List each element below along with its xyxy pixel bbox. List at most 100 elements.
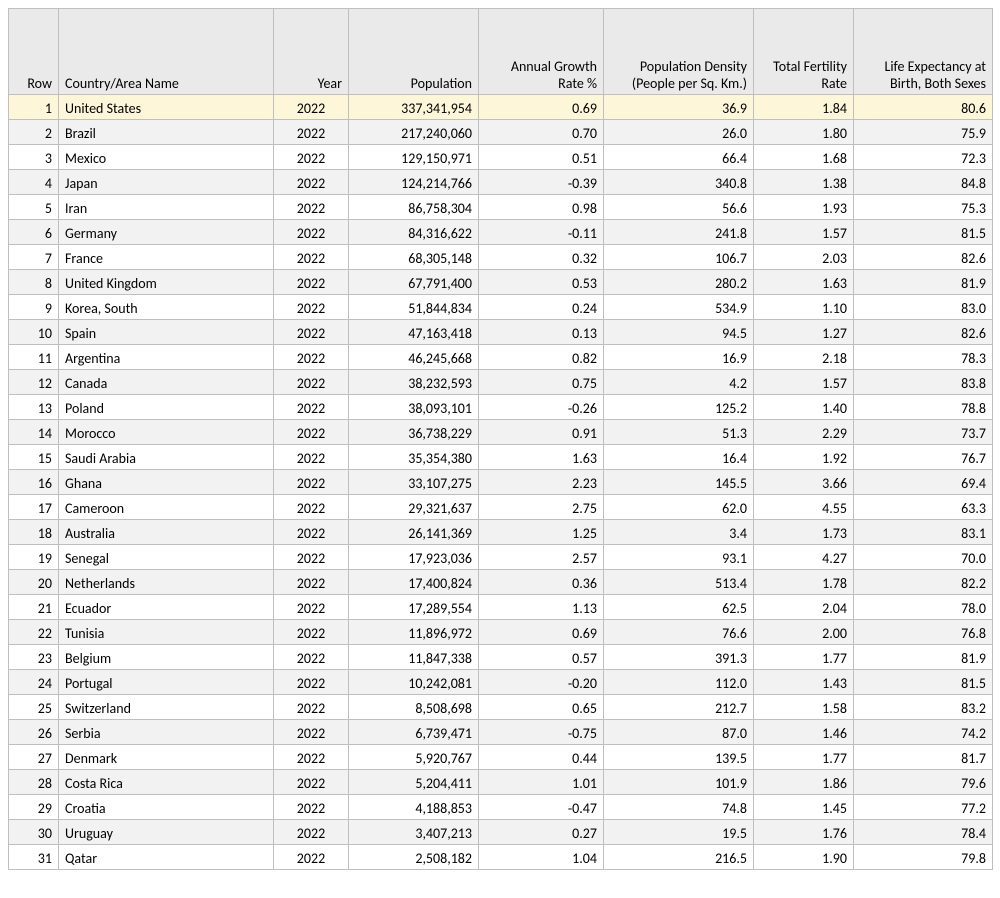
cell-growth: 1.25	[479, 520, 604, 545]
cell-fertility: 1.73	[754, 520, 854, 545]
cell-fertility: 1.77	[754, 745, 854, 770]
table-row: 4Japan2022124,214,766-0.39340.81.3884.8	[9, 170, 993, 195]
cell-density: 112.0	[604, 670, 754, 695]
cell-population: 17,400,824	[349, 570, 479, 595]
cell-growth: 0.27	[479, 820, 604, 845]
cell-year: 2022	[274, 120, 349, 145]
cell-country: Serbia	[59, 720, 274, 745]
cell-density: 145.5	[604, 470, 754, 495]
cell-fertility: 2.03	[754, 245, 854, 270]
cell-fertility: 1.40	[754, 395, 854, 420]
cell-row: 9	[9, 295, 59, 320]
cell-population: 10,242,081	[349, 670, 479, 695]
cell-population: 124,214,766	[349, 170, 479, 195]
cell-year: 2022	[274, 420, 349, 445]
header-density: Population Density (People per Sq. Km.)	[604, 9, 754, 95]
cell-density: 3.4	[604, 520, 754, 545]
cell-density: 51.3	[604, 420, 754, 445]
cell-population: 17,923,036	[349, 545, 479, 570]
cell-population: 5,204,411	[349, 770, 479, 795]
cell-year: 2022	[274, 595, 349, 620]
cell-year: 2022	[274, 545, 349, 570]
cell-life: 79.8	[854, 845, 993, 870]
cell-fertility: 1.92	[754, 445, 854, 470]
cell-density: 391.3	[604, 645, 754, 670]
cell-population: 38,093,101	[349, 395, 479, 420]
cell-fertility: 1.68	[754, 145, 854, 170]
cell-growth: 0.98	[479, 195, 604, 220]
cell-row: 28	[9, 770, 59, 795]
cell-population: 3,407,213	[349, 820, 479, 845]
cell-growth: -0.11	[479, 220, 604, 245]
cell-year: 2022	[274, 320, 349, 345]
cell-year: 2022	[274, 670, 349, 695]
cell-population: 11,847,338	[349, 645, 479, 670]
cell-year: 2022	[274, 145, 349, 170]
cell-fertility: 1.86	[754, 770, 854, 795]
cell-row: 17	[9, 495, 59, 520]
cell-row: 31	[9, 845, 59, 870]
header-row: Row Country/Area Name Year Population An…	[9, 9, 993, 95]
cell-density: 280.2	[604, 270, 754, 295]
table-row: 26Serbia20226,739,471-0.7587.01.4674.2	[9, 720, 993, 745]
cell-growth: -0.20	[479, 670, 604, 695]
cell-country: Tunisia	[59, 620, 274, 645]
cell-population: 38,232,593	[349, 370, 479, 395]
table-row: 27Denmark20225,920,7670.44139.51.7781.7	[9, 745, 993, 770]
cell-population: 84,316,622	[349, 220, 479, 245]
cell-population: 68,305,148	[349, 245, 479, 270]
cell-density: 87.0	[604, 720, 754, 745]
cell-fertility: 1.46	[754, 720, 854, 745]
cell-year: 2022	[274, 270, 349, 295]
cell-density: 93.1	[604, 545, 754, 570]
cell-life: 63.3	[854, 495, 993, 520]
cell-population: 5,920,767	[349, 745, 479, 770]
cell-growth: 2.23	[479, 470, 604, 495]
cell-year: 2022	[274, 395, 349, 420]
population-data-table: Row Country/Area Name Year Population An…	[8, 8, 993, 870]
table-row: 30Uruguay20223,407,2130.2719.51.7678.4	[9, 820, 993, 845]
cell-population: 35,354,380	[349, 445, 479, 470]
header-year: Year	[274, 9, 349, 95]
cell-growth: -0.75	[479, 720, 604, 745]
table-row: 1United States2022337,341,9540.6936.91.8…	[9, 95, 993, 120]
cell-population: 46,245,668	[349, 345, 479, 370]
cell-country: Spain	[59, 320, 274, 345]
cell-year: 2022	[274, 170, 349, 195]
cell-country: Croatia	[59, 795, 274, 820]
cell-row: 30	[9, 820, 59, 845]
cell-life: 76.8	[854, 620, 993, 645]
header-country: Country/Area Name	[59, 9, 274, 95]
table-row: 14Morocco202236,738,2290.9151.32.2973.7	[9, 420, 993, 445]
cell-growth: 0.51	[479, 145, 604, 170]
cell-year: 2022	[274, 520, 349, 545]
cell-country: Ecuador	[59, 595, 274, 620]
cell-density: 4.2	[604, 370, 754, 395]
cell-country: Denmark	[59, 745, 274, 770]
cell-year: 2022	[274, 370, 349, 395]
cell-growth: 0.44	[479, 745, 604, 770]
cell-row: 19	[9, 545, 59, 570]
table-header: Row Country/Area Name Year Population An…	[9, 9, 993, 95]
cell-growth: -0.39	[479, 170, 604, 195]
cell-row: 29	[9, 795, 59, 820]
cell-year: 2022	[274, 470, 349, 495]
table-row: 24Portugal202210,242,081-0.20112.01.4381…	[9, 670, 993, 695]
cell-country: France	[59, 245, 274, 270]
cell-country: Brazil	[59, 120, 274, 145]
table-row: 7France202268,305,1480.32106.72.0382.6	[9, 245, 993, 270]
cell-density: 212.7	[604, 695, 754, 720]
cell-row: 6	[9, 220, 59, 245]
table-row: 10Spain202247,163,4180.1394.51.2782.6	[9, 320, 993, 345]
cell-country: Ghana	[59, 470, 274, 495]
cell-growth: 1.04	[479, 845, 604, 870]
cell-growth: 0.69	[479, 95, 604, 120]
cell-population: 67,791,400	[349, 270, 479, 295]
cell-country: Morocco	[59, 420, 274, 445]
cell-fertility: 1.78	[754, 570, 854, 595]
cell-fertility: 1.58	[754, 695, 854, 720]
cell-life: 82.6	[854, 320, 993, 345]
table-row: 28Costa Rica20225,204,4111.01101.91.8679…	[9, 770, 993, 795]
cell-year: 2022	[274, 445, 349, 470]
cell-density: 26.0	[604, 120, 754, 145]
